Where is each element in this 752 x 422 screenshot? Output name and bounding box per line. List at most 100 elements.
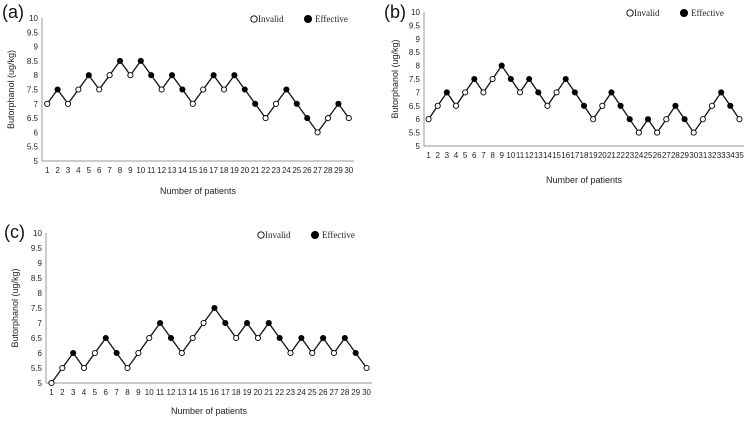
x-tick-label: 15 bbox=[188, 166, 197, 175]
data-point-invalid bbox=[189, 334, 196, 342]
data-point-invalid bbox=[434, 102, 441, 109]
y-tick-label: 6.5 bbox=[27, 114, 39, 123]
x-tick-label: 25 bbox=[644, 151, 653, 160]
data-point-invalid bbox=[708, 102, 716, 109]
data-point-invalid bbox=[106, 72, 113, 79]
x-tick-label: 25 bbox=[292, 166, 301, 175]
data-point-invalid bbox=[324, 115, 332, 122]
x-tick-label: 26 bbox=[653, 151, 662, 160]
data-point-effective bbox=[283, 86, 290, 93]
data-point-effective bbox=[580, 102, 588, 109]
legend-invalid-label: Invalid bbox=[265, 230, 291, 240]
panel-label: (b) bbox=[384, 2, 406, 22]
y-tick-label: 10 bbox=[33, 229, 42, 238]
x-tick-label: 1 bbox=[49, 388, 54, 397]
x-tick-label: 13 bbox=[168, 166, 177, 175]
x-axis-title: Number of patients bbox=[546, 175, 623, 185]
x-axis-title: Number of patients bbox=[160, 186, 237, 196]
data-point-invalid bbox=[189, 100, 196, 107]
data-point-effective bbox=[54, 86, 61, 93]
data-point-invalid bbox=[363, 364, 370, 372]
y-tick-label: 5 bbox=[38, 379, 43, 388]
data-point-effective bbox=[681, 116, 688, 123]
series-line bbox=[50, 306, 368, 384]
data-point-invalid bbox=[200, 86, 207, 93]
y-tick-label: 9 bbox=[34, 43, 39, 52]
legend-effective-marker bbox=[310, 230, 320, 240]
data-point-effective bbox=[498, 62, 505, 69]
x-tick-label: 12 bbox=[525, 151, 534, 160]
data-point-invalid bbox=[480, 89, 487, 96]
x-tick-label: 26 bbox=[319, 388, 328, 397]
data-point-effective bbox=[571, 89, 578, 96]
x-tick-label: 33 bbox=[717, 151, 726, 160]
x-tick-label: 24 bbox=[282, 166, 291, 175]
x-tick-label: 2 bbox=[60, 388, 65, 397]
data-point-invalid bbox=[233, 334, 240, 342]
y-tick-label: 9 bbox=[38, 259, 43, 268]
y-tick-label: 10 bbox=[29, 14, 38, 23]
x-axis-title: Number of patients bbox=[171, 406, 248, 416]
data-point-effective bbox=[179, 86, 186, 93]
x-tick-label: 12 bbox=[167, 388, 176, 397]
y-tick-label: 5 bbox=[34, 157, 39, 166]
data-point-invalid bbox=[254, 334, 261, 342]
data-point-effective bbox=[526, 75, 533, 83]
data-point-effective bbox=[443, 89, 450, 96]
data-point-invalid bbox=[736, 116, 743, 123]
panel-label: (c) bbox=[4, 222, 25, 242]
x-tick-label: 2 bbox=[55, 166, 60, 175]
data-point-effective bbox=[231, 72, 238, 79]
x-tick-label: 18 bbox=[232, 388, 241, 397]
x-tick-label: 8 bbox=[125, 388, 130, 397]
x-tick-label: 17 bbox=[209, 166, 218, 175]
y-tick-label: 5.5 bbox=[27, 143, 39, 152]
data-point-invalid bbox=[64, 100, 72, 107]
data-point-effective bbox=[535, 89, 542, 96]
data-point-invalid bbox=[345, 115, 352, 122]
x-tick-label: 9 bbox=[136, 388, 141, 397]
x-tick-label: 20 bbox=[598, 151, 607, 160]
x-tick-label: 5 bbox=[463, 151, 468, 160]
y-tick-label: 5 bbox=[416, 142, 421, 151]
data-point-invalid bbox=[146, 334, 153, 342]
data-point-effective bbox=[241, 86, 248, 93]
y-tick-label: 8.5 bbox=[27, 57, 39, 66]
data-point-invalid bbox=[59, 364, 66, 372]
data-point-effective bbox=[304, 115, 311, 122]
x-tick-label: 24 bbox=[297, 388, 306, 397]
x-tick-label: 19 bbox=[243, 388, 252, 397]
x-tick-label: 30 bbox=[689, 151, 698, 160]
series-line bbox=[428, 64, 740, 134]
x-tick-label: 14 bbox=[188, 388, 197, 397]
y-tick-label: 8.5 bbox=[409, 48, 421, 57]
x-tick-label: 30 bbox=[344, 166, 353, 175]
legend-effective-label: Effective bbox=[691, 8, 724, 18]
y-tick-label: 7 bbox=[416, 88, 421, 97]
y-tick-label: 7 bbox=[34, 100, 39, 109]
x-tick-label: 14 bbox=[543, 151, 552, 160]
data-point-effective bbox=[210, 72, 217, 79]
data-point-invalid bbox=[91, 349, 98, 357]
data-point-effective bbox=[85, 72, 92, 79]
x-tick-label: 1 bbox=[426, 151, 431, 160]
data-point-invalid bbox=[127, 72, 134, 79]
data-point-invalid bbox=[220, 86, 228, 93]
x-tick-label: 27 bbox=[330, 388, 339, 397]
data-point-invalid bbox=[663, 116, 670, 123]
x-tick-label: 17 bbox=[221, 388, 230, 397]
x-tick-label: 18 bbox=[580, 151, 589, 160]
x-tick-label: 1 bbox=[45, 166, 50, 175]
data-point-invalid bbox=[44, 100, 51, 107]
y-tick-label: 10 bbox=[411, 8, 420, 17]
x-tick-label: 23 bbox=[625, 151, 634, 160]
x-tick-label: 29 bbox=[680, 151, 689, 160]
data-point-invalid bbox=[590, 116, 597, 123]
legend-effective-label: Effective bbox=[322, 230, 355, 240]
legend-invalid-label: Invalid bbox=[634, 8, 660, 18]
panel-label: (a) bbox=[2, 2, 24, 22]
x-tick-label: 5 bbox=[93, 388, 98, 397]
data-point-invalid bbox=[178, 349, 185, 357]
x-tick-label: 9 bbox=[499, 151, 504, 160]
y-tick-label: 5.5 bbox=[409, 129, 421, 138]
